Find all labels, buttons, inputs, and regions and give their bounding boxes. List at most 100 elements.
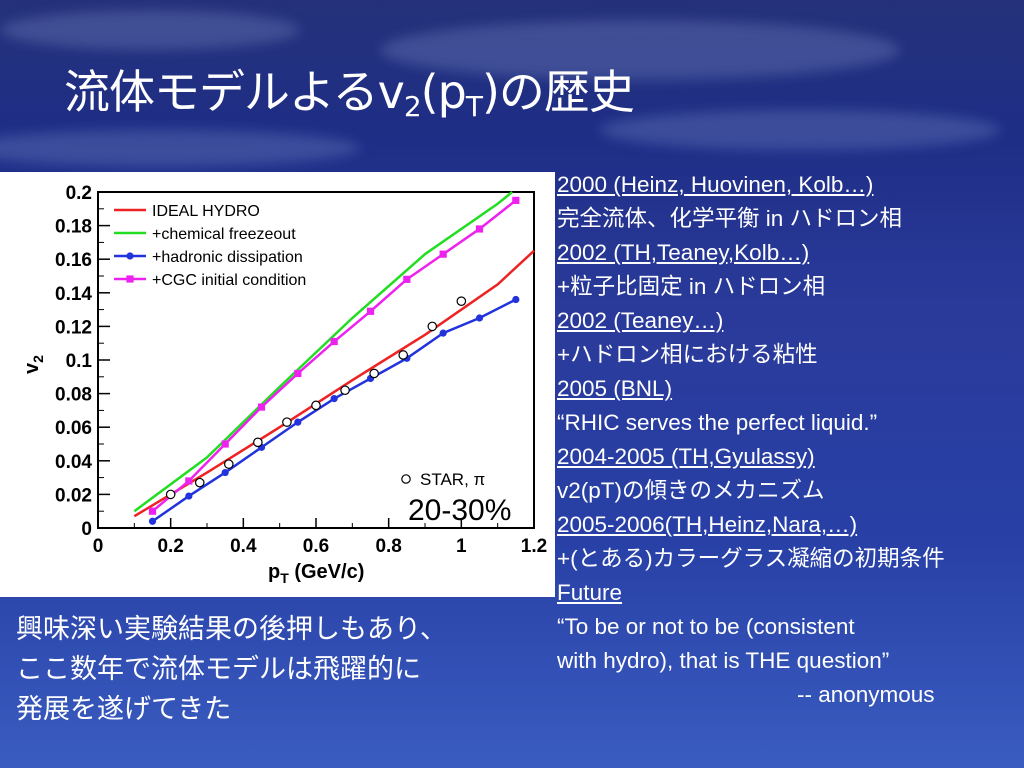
series-line-1 — [133, 191, 513, 513]
x-tick-label: 0.6 — [303, 536, 329, 557]
summary-line: 興味深い実験結果の後押しもあり、 — [16, 614, 447, 645]
series-marker — [403, 275, 411, 283]
series-marker — [294, 369, 302, 378]
centrality-label: 20-30% — [408, 494, 511, 527]
series-marker — [366, 307, 375, 315]
series-marker — [294, 418, 302, 426]
x-tick-label: 1.2 — [521, 536, 547, 557]
star-data-point — [282, 417, 292, 427]
history-detail: -- anonymous — [797, 682, 935, 707]
y-axis-label: v2 — [21, 355, 46, 374]
cloud-streak — [0, 10, 300, 50]
series-group — [133, 191, 535, 525]
cloud-streak — [600, 110, 1000, 150]
y-tick-label: 0.04 — [55, 452, 92, 473]
chart-panel: 0 0.2 0.4 0.6 0.8 1 1.2 0 0.02 0.04 0.06 0.08 0.1 0.1… — [0, 172, 555, 597]
series-marker — [439, 250, 447, 258]
star-data-point — [194, 477, 205, 488]
legend-marker — [126, 252, 134, 260]
series-marker — [475, 225, 484, 233]
x-tick-label: 0.8 — [375, 536, 401, 557]
v2-chart: 0 0.2 0.4 0.6 0.8 1 1.2 0 0.02 0.04 0.06 0.08 0.1 0.1… — [21, 183, 547, 586]
history-detail: “RHIC serves the perfect liquid.” — [557, 410, 878, 435]
legend: IDEAL HYDRO +chemical freezeout +hadronic … — [114, 203, 306, 289]
x-axis-label: pT (GeV/c) — [268, 561, 364, 586]
y-tick-label: 0.08 — [55, 385, 92, 406]
series-marker — [439, 329, 447, 337]
legend-label: +hadronic dissipation — [152, 249, 303, 266]
slide-title: 流体モデルよるv2(pT)の歴史 — [64, 56, 635, 123]
series-marker — [148, 507, 157, 515]
summary-line: ここ数年で流体モデルは飛躍的に — [16, 654, 421, 685]
summary-text: 興味深い実験結果の後押しもあり、 ここ数年で流体モデルは飛躍的に 発展を遂げてき… — [16, 610, 447, 730]
y-tick-label: 0.2 — [66, 183, 92, 204]
history-detail: +粒子比固定 in ハドロン相 — [557, 274, 826, 299]
star-data-point — [398, 350, 408, 360]
star-data-point — [253, 437, 263, 448]
history-heading: 2000 (Heinz, Huovinen, Kolb…) — [557, 172, 874, 197]
x-tick-label: 0.2 — [157, 536, 183, 557]
legend-marker — [401, 474, 411, 484]
series-marker — [475, 314, 484, 322]
legend-label: +chemical freezeout — [152, 226, 296, 243]
star-data-point — [456, 296, 467, 306]
title-subscript-t: T — [465, 90, 483, 123]
series-marker — [148, 517, 157, 525]
series-marker — [330, 337, 338, 346]
series-marker — [330, 395, 338, 403]
title-end: )の歴史 — [481, 65, 635, 119]
star-data-point — [224, 459, 234, 469]
legend-marker — [126, 275, 134, 283]
y-tick-label: 0.12 — [55, 317, 92, 338]
series-marker — [257, 403, 266, 411]
series-marker — [512, 196, 520, 204]
series-marker — [221, 440, 229, 448]
y-tick-label: 0.02 — [55, 485, 92, 506]
x-tick-label: 1 — [456, 536, 467, 557]
series-line-3 — [151, 199, 517, 513]
y-tick-label: 0 — [81, 519, 92, 540]
y-tick-label: 0.16 — [55, 250, 92, 271]
star-points-group — [165, 296, 467, 500]
y-tick-label: 0.18 — [55, 217, 92, 238]
star-data-point — [311, 400, 321, 411]
series-marker — [185, 477, 193, 485]
y-tick-label: 0.1 — [66, 351, 93, 372]
cloud-streak — [0, 130, 360, 166]
history-heading: 2002 (Teaney…) — [557, 308, 724, 333]
legend-label: STAR, π — [420, 470, 485, 489]
series-marker — [221, 468, 229, 477]
title-main: 流体モデルよるv — [64, 65, 405, 119]
history-detail: v2(pT)の傾きのメカニズム — [557, 478, 825, 503]
history-detail: “To be or not to be (consistent — [557, 614, 855, 639]
series-line-0 — [133, 249, 535, 518]
legend-label: IDEAL HYDRO — [152, 203, 260, 220]
history-heading: 2005 (BNL) — [557, 376, 673, 401]
summary-line: 発展を遂げてきた — [16, 694, 232, 725]
history-detail: with hydro), that is THE question” — [557, 648, 890, 673]
axis-ticks: 0 0.2 0.4 0.6 0.8 1 1.2 0 0.02 0.04 0.06 0.08 0.1 0.1… — [55, 183, 547, 557]
history-list: 2000 (Heinz, Huovinen, Kolb…) 完全流体、化学平衡 i… — [557, 168, 1024, 712]
star-data-point — [165, 489, 176, 500]
star-legend: STAR, π — [401, 470, 485, 489]
history-detail: 完全流体、化学平衡 in ハドロン相 — [557, 206, 903, 231]
series-marker — [512, 295, 520, 304]
history-heading: 2004-2005 (TH,Gyulassy) — [557, 444, 815, 469]
history-detail: +(とある)カラーグラス凝縮の初期条件 — [557, 546, 945, 571]
star-data-point — [369, 368, 379, 379]
title-subscript-2: 2 — [403, 90, 422, 123]
title-mid: (p — [420, 65, 467, 119]
star-data-point — [427, 321, 438, 332]
history-heading: 2005-2006(TH,Heinz,Nara,…) — [557, 512, 858, 537]
cloud-streak — [380, 20, 900, 80]
x-tick-label: 0 — [93, 536, 104, 557]
x-tick-label: 0.4 — [230, 536, 257, 557]
y-tick-label: 0.06 — [55, 418, 92, 439]
series-marker — [185, 492, 193, 500]
history-heading: 2002 (TH,Teaney,Kolb…) — [557, 240, 810, 265]
star-data-point — [340, 385, 350, 396]
legend-label: +CGC initial condition — [152, 272, 306, 289]
history-heading: Future — [557, 580, 623, 605]
y-tick-label: 0.14 — [55, 284, 92, 305]
history-detail: +ハドロン相における粘性 — [557, 342, 818, 367]
